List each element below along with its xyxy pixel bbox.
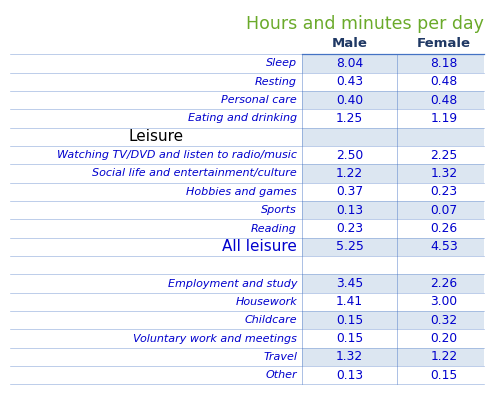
Text: Eating and drinking: Eating and drinking	[188, 113, 297, 123]
Text: 2.50: 2.50	[336, 148, 363, 162]
Bar	[302, 183, 484, 201]
Text: Childcare: Childcare	[245, 315, 297, 325]
Bar	[302, 54, 484, 73]
Text: 1.32: 1.32	[430, 167, 458, 180]
Bar	[10, 329, 302, 348]
Text: Hours and minutes per day: Hours and minutes per day	[246, 15, 484, 33]
Bar	[302, 201, 484, 219]
Text: 1.22: 1.22	[336, 167, 363, 180]
Text: 0.37: 0.37	[336, 185, 363, 198]
Text: 0.15: 0.15	[430, 369, 458, 382]
Text: Voluntary work and meetings: Voluntary work and meetings	[133, 334, 297, 344]
Bar	[302, 366, 484, 384]
Text: 0.15: 0.15	[336, 314, 363, 327]
Text: 0.07: 0.07	[430, 203, 458, 217]
Text: Social life and entertainment/culture: Social life and entertainment/culture	[92, 168, 297, 178]
Text: 0.26: 0.26	[430, 222, 458, 235]
Text: 1.22: 1.22	[430, 350, 458, 364]
Bar	[302, 91, 484, 109]
Text: Resting: Resting	[255, 77, 297, 87]
Bar	[302, 348, 484, 366]
Text: Employment and study: Employment and study	[167, 279, 297, 289]
Text: Reading: Reading	[251, 224, 297, 234]
Text: All leisure: All leisure	[222, 239, 297, 254]
Text: 8.04: 8.04	[336, 57, 363, 70]
Text: 0.48: 0.48	[430, 93, 458, 107]
Bar	[10, 311, 302, 329]
Text: 0.13: 0.13	[336, 369, 363, 382]
Bar	[10, 348, 302, 366]
Bar	[302, 73, 484, 91]
Text: 0.23: 0.23	[336, 222, 363, 235]
Bar	[302, 128, 484, 146]
Text: 0.23: 0.23	[430, 185, 458, 198]
Text: Sports: Sports	[261, 205, 297, 215]
Text: Leisure: Leisure	[128, 129, 184, 144]
Text: Travel: Travel	[263, 352, 297, 362]
Text: Housework: Housework	[235, 297, 297, 307]
Text: 0.20: 0.20	[430, 332, 458, 345]
Text: Female: Female	[417, 37, 471, 50]
Bar	[10, 109, 302, 128]
Bar	[10, 183, 302, 201]
Bar	[302, 329, 484, 348]
Bar	[10, 54, 302, 73]
Bar	[302, 146, 484, 164]
Text: Other: Other	[266, 370, 297, 380]
Bar	[10, 238, 302, 256]
Text: 1.19: 1.19	[430, 112, 458, 125]
Text: 2.25: 2.25	[430, 148, 458, 162]
Bar	[302, 164, 484, 183]
Text: Watching TV/DVD and listen to radio/music: Watching TV/DVD and listen to radio/musi…	[57, 150, 297, 160]
Text: 0.32: 0.32	[430, 314, 458, 327]
Bar	[302, 109, 484, 128]
Bar	[302, 274, 484, 293]
Text: 0.15: 0.15	[336, 332, 363, 345]
Text: Male: Male	[331, 37, 368, 50]
Text: Personal care: Personal care	[221, 95, 297, 105]
Bar	[10, 293, 302, 311]
Text: 5.25: 5.25	[336, 240, 363, 254]
Text: 4.53: 4.53	[430, 240, 458, 254]
Bar	[10, 91, 302, 109]
Text: 0.48: 0.48	[430, 75, 458, 88]
Bar	[302, 219, 484, 238]
Bar	[10, 274, 302, 293]
Text: 1.41: 1.41	[336, 295, 363, 309]
Bar	[10, 366, 302, 384]
Bar	[10, 256, 302, 274]
Text: Sleep: Sleep	[266, 58, 297, 68]
Bar	[10, 219, 302, 238]
Bar	[302, 238, 484, 256]
Text: 0.43: 0.43	[336, 75, 363, 88]
Text: 1.25: 1.25	[336, 112, 363, 125]
Bar	[10, 201, 302, 219]
Text: 2.26: 2.26	[430, 277, 458, 290]
Bar	[302, 293, 484, 311]
Bar	[10, 164, 302, 183]
Text: 8.18: 8.18	[430, 57, 458, 70]
Bar	[302, 256, 484, 274]
Text: 1.32: 1.32	[336, 350, 363, 364]
Bar	[10, 146, 302, 164]
Text: 3.45: 3.45	[336, 277, 363, 290]
Text: Hobbies and games: Hobbies and games	[187, 187, 297, 197]
Text: 0.40: 0.40	[336, 93, 363, 107]
Bar	[302, 311, 484, 329]
Bar	[10, 73, 302, 91]
Text: 3.00: 3.00	[430, 295, 458, 309]
Bar	[10, 128, 302, 146]
Text: 0.13: 0.13	[336, 203, 363, 217]
